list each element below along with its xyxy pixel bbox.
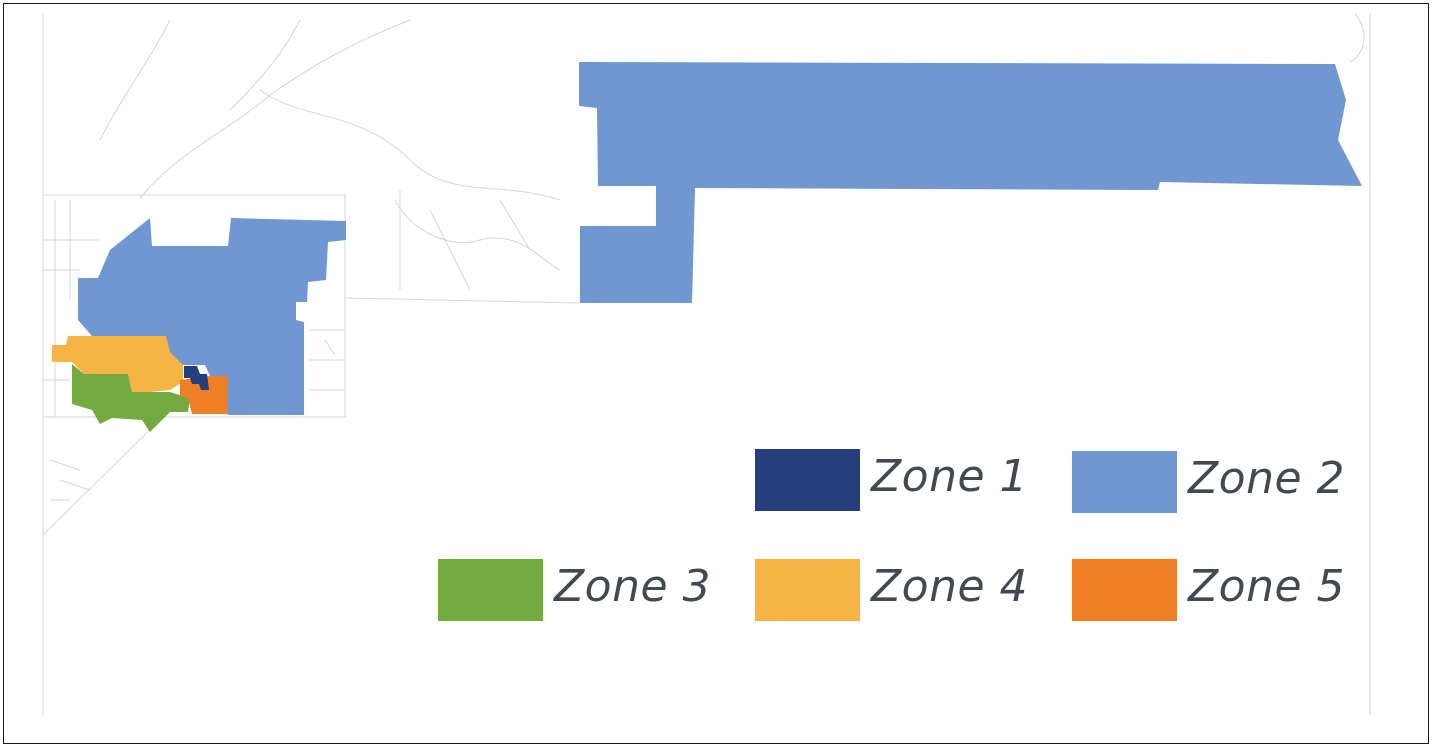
creek-3 (394, 199, 561, 271)
legend-swatch-zone-2 (1072, 451, 1177, 513)
legend-swatch-zone-3 (438, 559, 543, 621)
legend-swatch-zone-5 (1072, 559, 1177, 621)
road-diagonal (42, 409, 171, 536)
road-outline-west (43, 194, 346, 418)
zone-2-region (78, 62, 1362, 415)
creek-4 (229, 19, 301, 111)
creek-2 (259, 89, 561, 201)
legend-label-zone-1: Zone 1 (871, 451, 1028, 502)
zone-2-east-area (579, 62, 1362, 303)
roads-town (43, 200, 100, 417)
road-east-connector (344, 297, 579, 304)
roads-mid (399, 190, 531, 291)
roads-south (49, 459, 91, 501)
creek-6 (1349, 13, 1365, 63)
zone-4-region (52, 336, 183, 392)
creek-5 (99, 19, 171, 141)
base-roads (42, 13, 1371, 715)
zone-5-region (180, 376, 228, 414)
legend-swatch-zone-1 (755, 449, 860, 511)
zone-2-west-area (78, 218, 346, 415)
roads-east-parcels (310, 329, 345, 391)
legend-label-zone-4: Zone 4 (871, 561, 1028, 612)
creek-1 (139, 19, 411, 199)
zone-1-region (184, 366, 209, 390)
legend-swatch-zone-4 (755, 559, 860, 621)
legend-label-zone-5: Zone 5 (1188, 561, 1345, 612)
zone-3-region (72, 364, 190, 432)
legend-label-zone-3: Zone 3 (554, 561, 711, 612)
legend-label-zone-2: Zone 2 (1188, 453, 1345, 504)
